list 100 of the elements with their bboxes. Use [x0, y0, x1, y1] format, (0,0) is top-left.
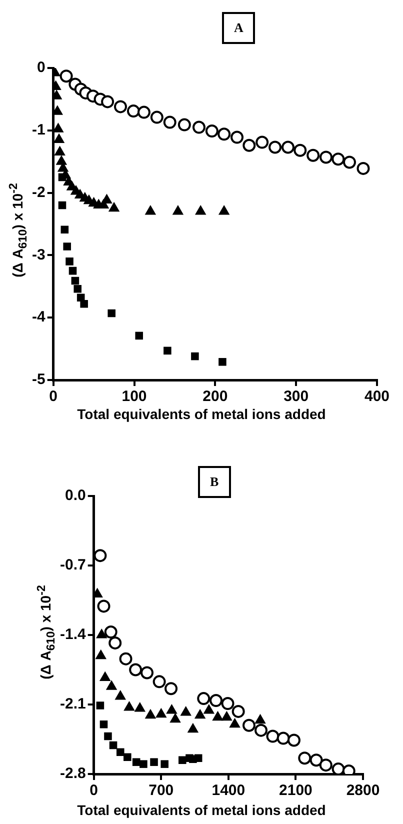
y-tick-label: -1: [32, 122, 46, 139]
x-tick-label: 700: [148, 782, 174, 800]
point: [210, 694, 223, 708]
point: [254, 724, 268, 737]
point: [124, 753, 132, 762]
point: [164, 682, 178, 696]
point: [95, 649, 106, 660]
point: [144, 205, 156, 215]
point: [232, 704, 245, 718]
point: [109, 741, 118, 750]
point: [342, 156, 356, 169]
point: [294, 144, 307, 157]
point: [71, 276, 80, 285]
point: [266, 730, 280, 743]
point: [254, 714, 266, 724]
point: [96, 628, 108, 638]
point: [134, 702, 146, 712]
point: [192, 120, 206, 134]
point: [144, 708, 156, 719]
point: [163, 116, 176, 129]
point: [129, 663, 142, 676]
point: [96, 702, 104, 710]
point: [319, 758, 332, 772]
point: [108, 202, 120, 212]
point: [53, 122, 64, 132]
point: [160, 760, 168, 768]
point: [104, 626, 118, 639]
point: [194, 708, 206, 719]
point: [172, 205, 184, 215]
point: [306, 148, 320, 162]
point: [53, 105, 64, 115]
point: [218, 205, 230, 215]
point: [178, 756, 186, 764]
point: [187, 722, 199, 733]
point: [218, 358, 226, 366]
point: [164, 346, 172, 355]
y-tick-label: 0.0: [64, 487, 86, 504]
point: [197, 692, 210, 706]
x-axis-title: Total equivalents of metal ions added: [76, 802, 327, 818]
point: [229, 718, 240, 728]
point: [218, 128, 231, 141]
point: [156, 708, 167, 718]
point: [56, 155, 68, 165]
point: [104, 732, 112, 740]
point: [108, 636, 122, 650]
x-tick-label: 2800: [346, 782, 380, 800]
point: [276, 732, 290, 745]
point: [99, 671, 111, 681]
point: [205, 124, 218, 138]
point: [298, 752, 312, 765]
chart-title: A: [222, 12, 256, 44]
point: [66, 258, 74, 266]
point: [116, 748, 124, 756]
point: [230, 130, 244, 144]
point: [60, 226, 69, 234]
y-tick-label: -2.8: [60, 765, 86, 782]
point: [140, 666, 154, 680]
point: [332, 152, 345, 166]
point: [281, 140, 294, 154]
point: [152, 675, 166, 688]
point: [150, 758, 158, 766]
point: [242, 718, 256, 732]
point: [114, 690, 126, 700]
point: [332, 762, 345, 774]
point: [100, 720, 108, 728]
point: [178, 118, 191, 132]
x-tick-label: 2100: [279, 782, 312, 800]
point: [356, 162, 370, 175]
point: [268, 140, 282, 154]
point: [166, 704, 178, 714]
point: [194, 205, 206, 215]
point: [74, 285, 82, 293]
point: [320, 150, 333, 164]
chart-title: B: [198, 466, 231, 498]
point: [68, 266, 77, 275]
point: [126, 104, 140, 118]
point: [221, 697, 234, 710]
point: [310, 754, 323, 767]
point: [135, 332, 143, 340]
point: [101, 95, 114, 108]
y-tick-label: -2: [32, 184, 46, 201]
y-tick-label: -0.7: [60, 556, 86, 574]
point: [287, 734, 300, 747]
point: [60, 70, 73, 83]
point: [80, 300, 88, 308]
point: [53, 133, 65, 144]
point: [54, 146, 66, 156]
y-tick-label: 0: [36, 59, 46, 76]
point: [58, 201, 66, 210]
point: [119, 652, 132, 666]
point: [203, 704, 215, 714]
point: [94, 549, 107, 562]
point: [97, 600, 110, 613]
point: [170, 712, 181, 723]
point: [180, 706, 192, 716]
point: [124, 700, 135, 711]
point: [140, 760, 148, 768]
point: [137, 106, 150, 119]
point: [106, 680, 118, 690]
x-tick-label: 300: [284, 388, 309, 406]
